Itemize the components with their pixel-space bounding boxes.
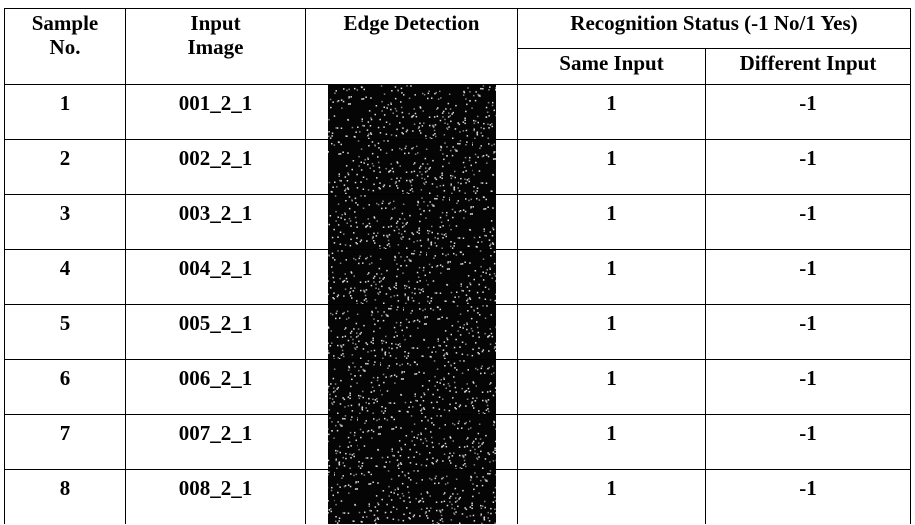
- different-input: -1: [706, 305, 911, 360]
- different-input: -1: [706, 415, 911, 470]
- same-input: 1: [518, 85, 706, 140]
- input-image: 001_2_1: [126, 85, 306, 140]
- same-input: 1: [518, 470, 706, 525]
- edge-image-noise: [328, 250, 496, 304]
- same-input: 1: [518, 305, 706, 360]
- same-input: 1: [518, 415, 706, 470]
- different-input: -1: [706, 360, 911, 415]
- edge-image-noise: [328, 415, 496, 469]
- edge-image-noise: [328, 360, 496, 414]
- input-image: 003_2_1: [126, 195, 306, 250]
- sample-no: 5: [5, 305, 126, 360]
- edge-image-noise: [328, 140, 496, 194]
- edge-image-cell: [306, 140, 518, 195]
- input-image: 005_2_1: [126, 305, 306, 360]
- edge-image-cell: [306, 415, 518, 470]
- input-image: 007_2_1: [126, 415, 306, 470]
- sample-no: 3: [5, 195, 126, 250]
- edge-image: [328, 305, 496, 359]
- different-input: -1: [706, 470, 911, 525]
- edge-image: [328, 250, 496, 304]
- edge-image: [328, 360, 496, 414]
- sample-no: 6: [5, 360, 126, 415]
- sample-no: 7: [5, 415, 126, 470]
- edge-image-cell: [306, 360, 518, 415]
- edge-image-cell: [306, 195, 518, 250]
- sample-no: 1: [5, 85, 126, 140]
- same-input: 1: [518, 195, 706, 250]
- input-image: 008_2_1: [126, 470, 306, 525]
- different-input: -1: [706, 250, 911, 305]
- results-table: Sample No. Input Image Edge Detection Re…: [4, 8, 911, 524]
- edge-image-cell: [306, 85, 518, 140]
- input-image: 002_2_1: [126, 140, 306, 195]
- edge-image-noise: [328, 85, 496, 139]
- header-same-input: Same Input: [518, 49, 706, 85]
- different-input: -1: [706, 140, 911, 195]
- edge-image-cell: [306, 470, 518, 525]
- header-different-input: Different Input: [706, 49, 911, 85]
- edge-image: [328, 470, 496, 524]
- edge-image: [328, 415, 496, 469]
- edge-image-noise: [328, 470, 496, 524]
- header-edge-detection: Edge Detection: [306, 9, 518, 85]
- edge-image-noise: [328, 195, 496, 249]
- edge-image: [328, 195, 496, 249]
- header-input-image: Input Image: [126, 9, 306, 85]
- edge-image-cell: [306, 305, 518, 360]
- sample-no: 2: [5, 140, 126, 195]
- input-image: 004_2_1: [126, 250, 306, 305]
- same-input: 1: [518, 140, 706, 195]
- page: Sample No. Input Image Edge Detection Re…: [0, 0, 915, 525]
- same-input: 1: [518, 250, 706, 305]
- edge-image: [328, 85, 496, 139]
- header-recognition-status: Recognition Status (-1 No/1 Yes): [518, 9, 911, 49]
- edge-image-cell: [306, 250, 518, 305]
- sample-no: 8: [5, 470, 126, 525]
- edge-image-noise: [328, 305, 496, 359]
- different-input: -1: [706, 195, 911, 250]
- sample-no: 4: [5, 250, 126, 305]
- different-input: -1: [706, 85, 911, 140]
- same-input: 1: [518, 360, 706, 415]
- edge-image: [328, 140, 496, 194]
- header-sample-no: Sample No.: [5, 9, 126, 85]
- input-image: 006_2_1: [126, 360, 306, 415]
